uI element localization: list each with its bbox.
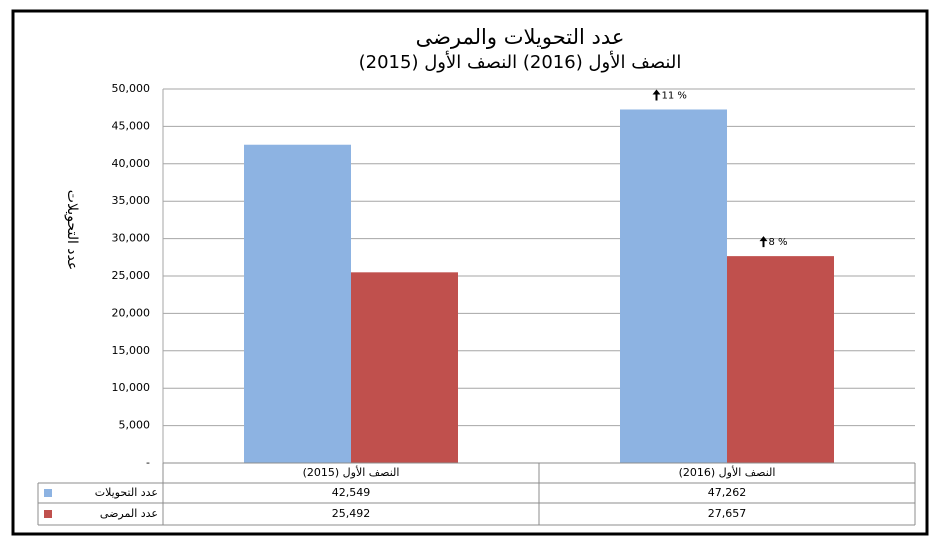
table-value: 47,262: [708, 486, 747, 499]
bar: [351, 272, 458, 463]
legend-label: عدد المرضى: [100, 507, 158, 520]
table-value: 42,549: [332, 486, 371, 499]
table-value: 27,657: [708, 507, 747, 520]
chart-subtitle: النصف الأول (2016) النصف الأول (2015): [359, 51, 682, 73]
y-tick-label: 15,000: [112, 344, 151, 357]
x-tick-label: النصف الأول (2015): [303, 465, 400, 479]
y-tick-label: 5,000: [119, 419, 151, 432]
y-tick-label: 35,000: [112, 194, 151, 207]
up-arrow: [652, 89, 661, 101]
y-tick-label: 20,000: [112, 306, 151, 319]
y-tick-label: 30,000: [112, 232, 151, 245]
bar: [620, 109, 727, 464]
x-tick-label: النصف الأول (2016): [679, 465, 776, 479]
up-arrow: [759, 236, 768, 248]
chart-title: عدد التحويلات والمرضى: [416, 25, 625, 49]
y-tick-label: 10,000: [112, 381, 151, 394]
y-tick-label: 50,000: [112, 82, 151, 95]
bar: [727, 256, 834, 463]
y-axis-label: عدد التحويلات: [64, 190, 80, 270]
annotation: 8 %: [769, 237, 788, 248]
bar: [244, 144, 351, 464]
y-tick-label: 25,000: [112, 269, 151, 282]
y-tick-label: 45,000: [112, 119, 151, 132]
annotation: 11 %: [662, 90, 687, 101]
y-tick-label: -: [146, 456, 150, 469]
legend-swatch: [44, 510, 52, 518]
legend-swatch: [44, 489, 52, 497]
table-value: 25,492: [332, 507, 371, 520]
y-tick-label: 40,000: [112, 157, 151, 170]
legend-label: عدد التحويلات: [95, 486, 158, 499]
